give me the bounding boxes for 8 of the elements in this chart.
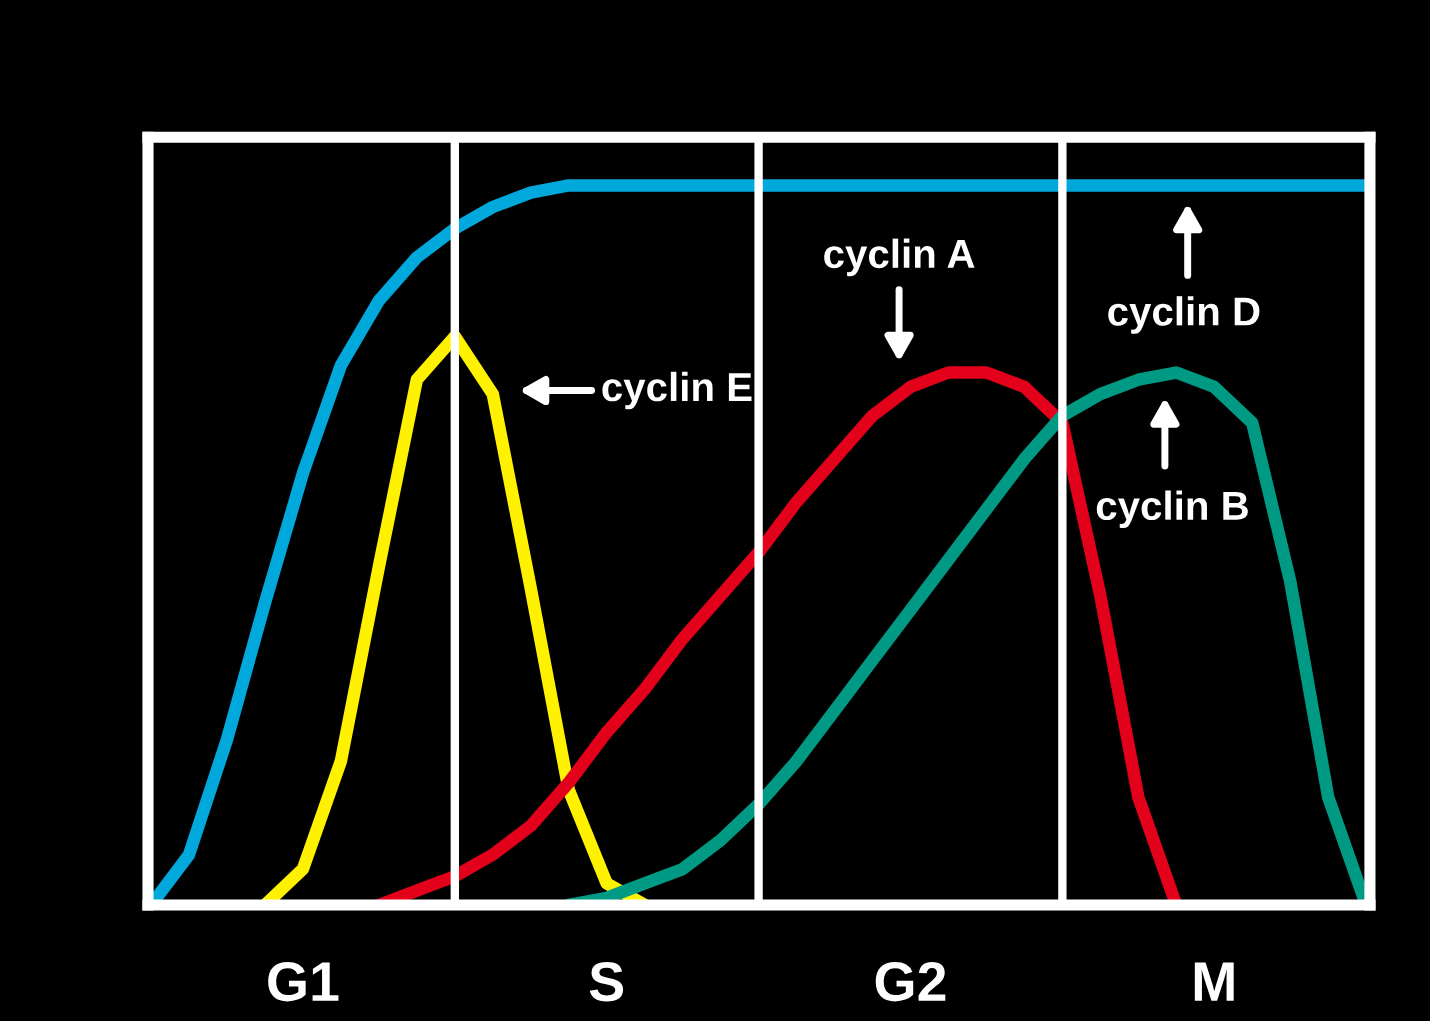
annotation: cyclin B: [1096, 490, 1248, 529]
x-tick-label: G2: [875, 962, 946, 1002]
annotation: cyclin E: [602, 371, 752, 410]
x-tick-label: M: [1194, 962, 1234, 1001]
x-tick-label: S: [589, 962, 624, 1002]
annotation: cyclin A: [824, 238, 975, 277]
annotation: cyclin D: [1108, 296, 1260, 334]
x-tick-label: G1: [268, 962, 339, 1002]
